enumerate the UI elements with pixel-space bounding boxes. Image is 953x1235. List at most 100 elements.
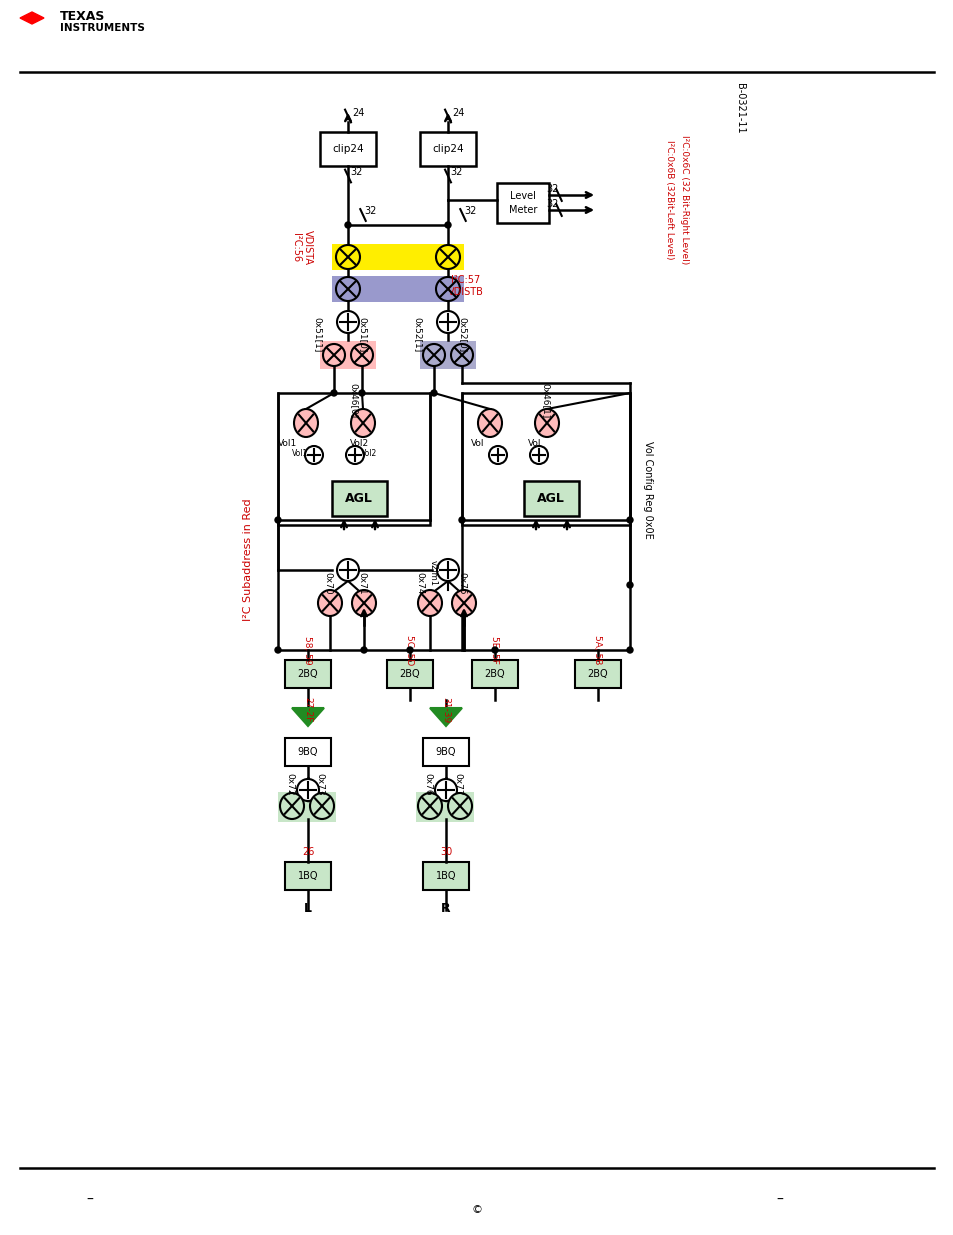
Text: 2BQ: 2BQ	[484, 669, 505, 679]
Text: VDISTB: VDISTB	[448, 287, 483, 296]
Circle shape	[335, 245, 359, 269]
Text: 5C, 5D: 5C, 5D	[405, 635, 414, 666]
Text: 0x46[0]: 0x46[0]	[349, 383, 358, 419]
Text: 5E, 5F: 5E, 5F	[490, 636, 499, 664]
Text: B-0321-11: B-0321-11	[734, 83, 744, 133]
Text: INSTRUMENTS: INSTRUMENTS	[60, 23, 145, 33]
Ellipse shape	[351, 409, 375, 437]
Text: 27-2F: 27-2F	[303, 698, 313, 722]
Ellipse shape	[294, 409, 317, 437]
Text: clip24: clip24	[432, 144, 463, 154]
Text: 1BQ: 1BQ	[436, 871, 456, 881]
Text: R: R	[440, 902, 451, 914]
Text: 24: 24	[352, 107, 364, 119]
Circle shape	[431, 390, 436, 396]
Bar	[419, 341, 476, 369]
Circle shape	[274, 647, 281, 653]
Text: Vol2: Vol2	[349, 438, 368, 447]
Text: 30: 30	[439, 847, 452, 857]
Bar	[497, 183, 548, 224]
Text: 32: 32	[364, 206, 376, 216]
Text: 0x71: 0x71	[357, 572, 366, 594]
Text: v2im1: v2im1	[428, 559, 437, 585]
Text: Meter: Meter	[508, 205, 537, 215]
Circle shape	[351, 345, 373, 366]
Bar	[422, 739, 469, 766]
Text: I²C Subaddress in Red: I²C Subaddress in Red	[243, 499, 253, 621]
Text: 26: 26	[301, 847, 314, 857]
Bar	[523, 480, 578, 516]
Bar	[319, 341, 375, 369]
Bar	[285, 862, 331, 890]
Text: 0x75: 0x75	[457, 572, 466, 594]
Text: 32: 32	[464, 206, 476, 216]
Text: 0x76: 0x76	[423, 773, 432, 795]
Text: 32: 32	[546, 199, 558, 209]
Text: 5A, 5B: 5A, 5B	[593, 635, 602, 664]
Text: 32: 32	[546, 184, 558, 194]
Text: I²C:57: I²C:57	[451, 275, 480, 285]
Circle shape	[436, 245, 459, 269]
Text: –: –	[87, 1193, 93, 1207]
Bar	[285, 659, 331, 688]
Bar	[277, 792, 335, 823]
Circle shape	[331, 390, 336, 396]
Polygon shape	[430, 708, 461, 726]
Ellipse shape	[352, 590, 375, 616]
Circle shape	[323, 345, 345, 366]
Bar	[575, 659, 620, 688]
Circle shape	[436, 277, 459, 301]
Circle shape	[436, 311, 458, 333]
Bar	[285, 739, 331, 766]
Ellipse shape	[535, 409, 558, 437]
Bar	[332, 245, 463, 270]
Circle shape	[274, 517, 281, 522]
Text: TEXAS: TEXAS	[60, 11, 105, 23]
Text: VDISTA: VDISTA	[303, 231, 313, 266]
Text: Vol1: Vol1	[292, 450, 308, 458]
Ellipse shape	[477, 409, 501, 437]
Text: 0x51[0]: 0x51[0]	[358, 317, 367, 353]
Text: Vol: Vol	[528, 438, 541, 447]
Text: 0x51[1]: 0x51[1]	[314, 317, 322, 353]
Circle shape	[444, 222, 451, 228]
Text: 0x46[1]: 0x46[1]	[541, 383, 550, 419]
Ellipse shape	[280, 793, 304, 819]
Circle shape	[407, 647, 413, 653]
Text: 0x74: 0x74	[416, 572, 424, 594]
Text: 9BQ: 9BQ	[436, 747, 456, 757]
Bar	[319, 132, 375, 165]
Bar	[422, 862, 469, 890]
Text: 2BQ: 2BQ	[297, 669, 318, 679]
Circle shape	[436, 559, 458, 580]
Bar	[419, 132, 476, 165]
Polygon shape	[20, 12, 44, 23]
Text: 2BQ: 2BQ	[587, 669, 608, 679]
Circle shape	[296, 779, 318, 802]
Text: 0x73: 0x73	[315, 773, 324, 795]
Text: I²C:0x6B (32Bit-Left Level): I²C:0x6B (32Bit-Left Level)	[665, 141, 674, 259]
Circle shape	[626, 647, 633, 653]
Circle shape	[626, 517, 633, 522]
Text: Level: Level	[510, 191, 536, 201]
Text: 9BQ: 9BQ	[297, 747, 318, 757]
Circle shape	[422, 345, 444, 366]
Text: 2BQ: 2BQ	[399, 669, 420, 679]
Circle shape	[530, 446, 547, 464]
Polygon shape	[292, 708, 324, 726]
Text: ©: ©	[471, 1205, 482, 1215]
Text: 24: 24	[452, 107, 464, 119]
Text: Vol Config Reg 0x0E: Vol Config Reg 0x0E	[642, 441, 652, 538]
Text: clip24: clip24	[332, 144, 363, 154]
Text: 0x72: 0x72	[285, 773, 294, 795]
Ellipse shape	[448, 793, 472, 819]
Text: 0x70: 0x70	[323, 572, 333, 594]
Text: Vol: Vol	[471, 438, 484, 447]
Ellipse shape	[310, 793, 334, 819]
Ellipse shape	[417, 590, 441, 616]
Circle shape	[335, 277, 359, 301]
Circle shape	[492, 647, 497, 653]
Bar	[387, 659, 433, 688]
Bar	[332, 275, 463, 303]
Ellipse shape	[452, 590, 476, 616]
